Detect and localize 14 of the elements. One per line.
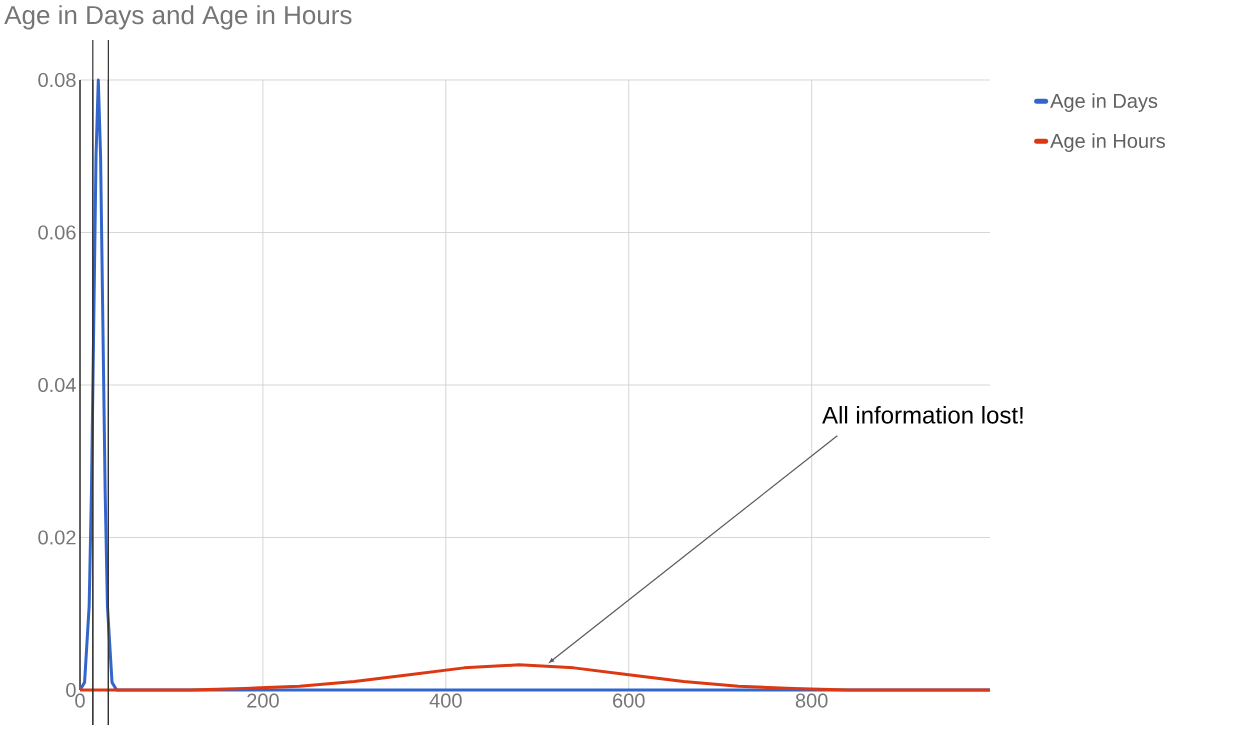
- line-series: [78, 663, 992, 692]
- legend-label: Age in Hours: [1050, 133, 1165, 152]
- legend-label: Age in Days: [1050, 93, 1158, 112]
- y-tick-label: 0.02: [38, 530, 76, 545]
- y-tick-label: 0: [66, 682, 76, 698]
- x-tick-label: 200: [247, 693, 279, 708]
- y-tick-label: 0.08: [38, 72, 76, 88]
- y-tick-label: 0.06: [38, 225, 76, 240]
- x-tick-label: 800: [795, 693, 828, 708]
- y-tick-label: 0.04: [38, 377, 76, 393]
- annotation: All information lost!: [822, 406, 1023, 424]
- x-tick-label: 400: [429, 693, 462, 708]
- chart-title: Age in Days and Age in Hours: [4, 5, 352, 30]
- x-tick-label: 600: [613, 693, 645, 708]
